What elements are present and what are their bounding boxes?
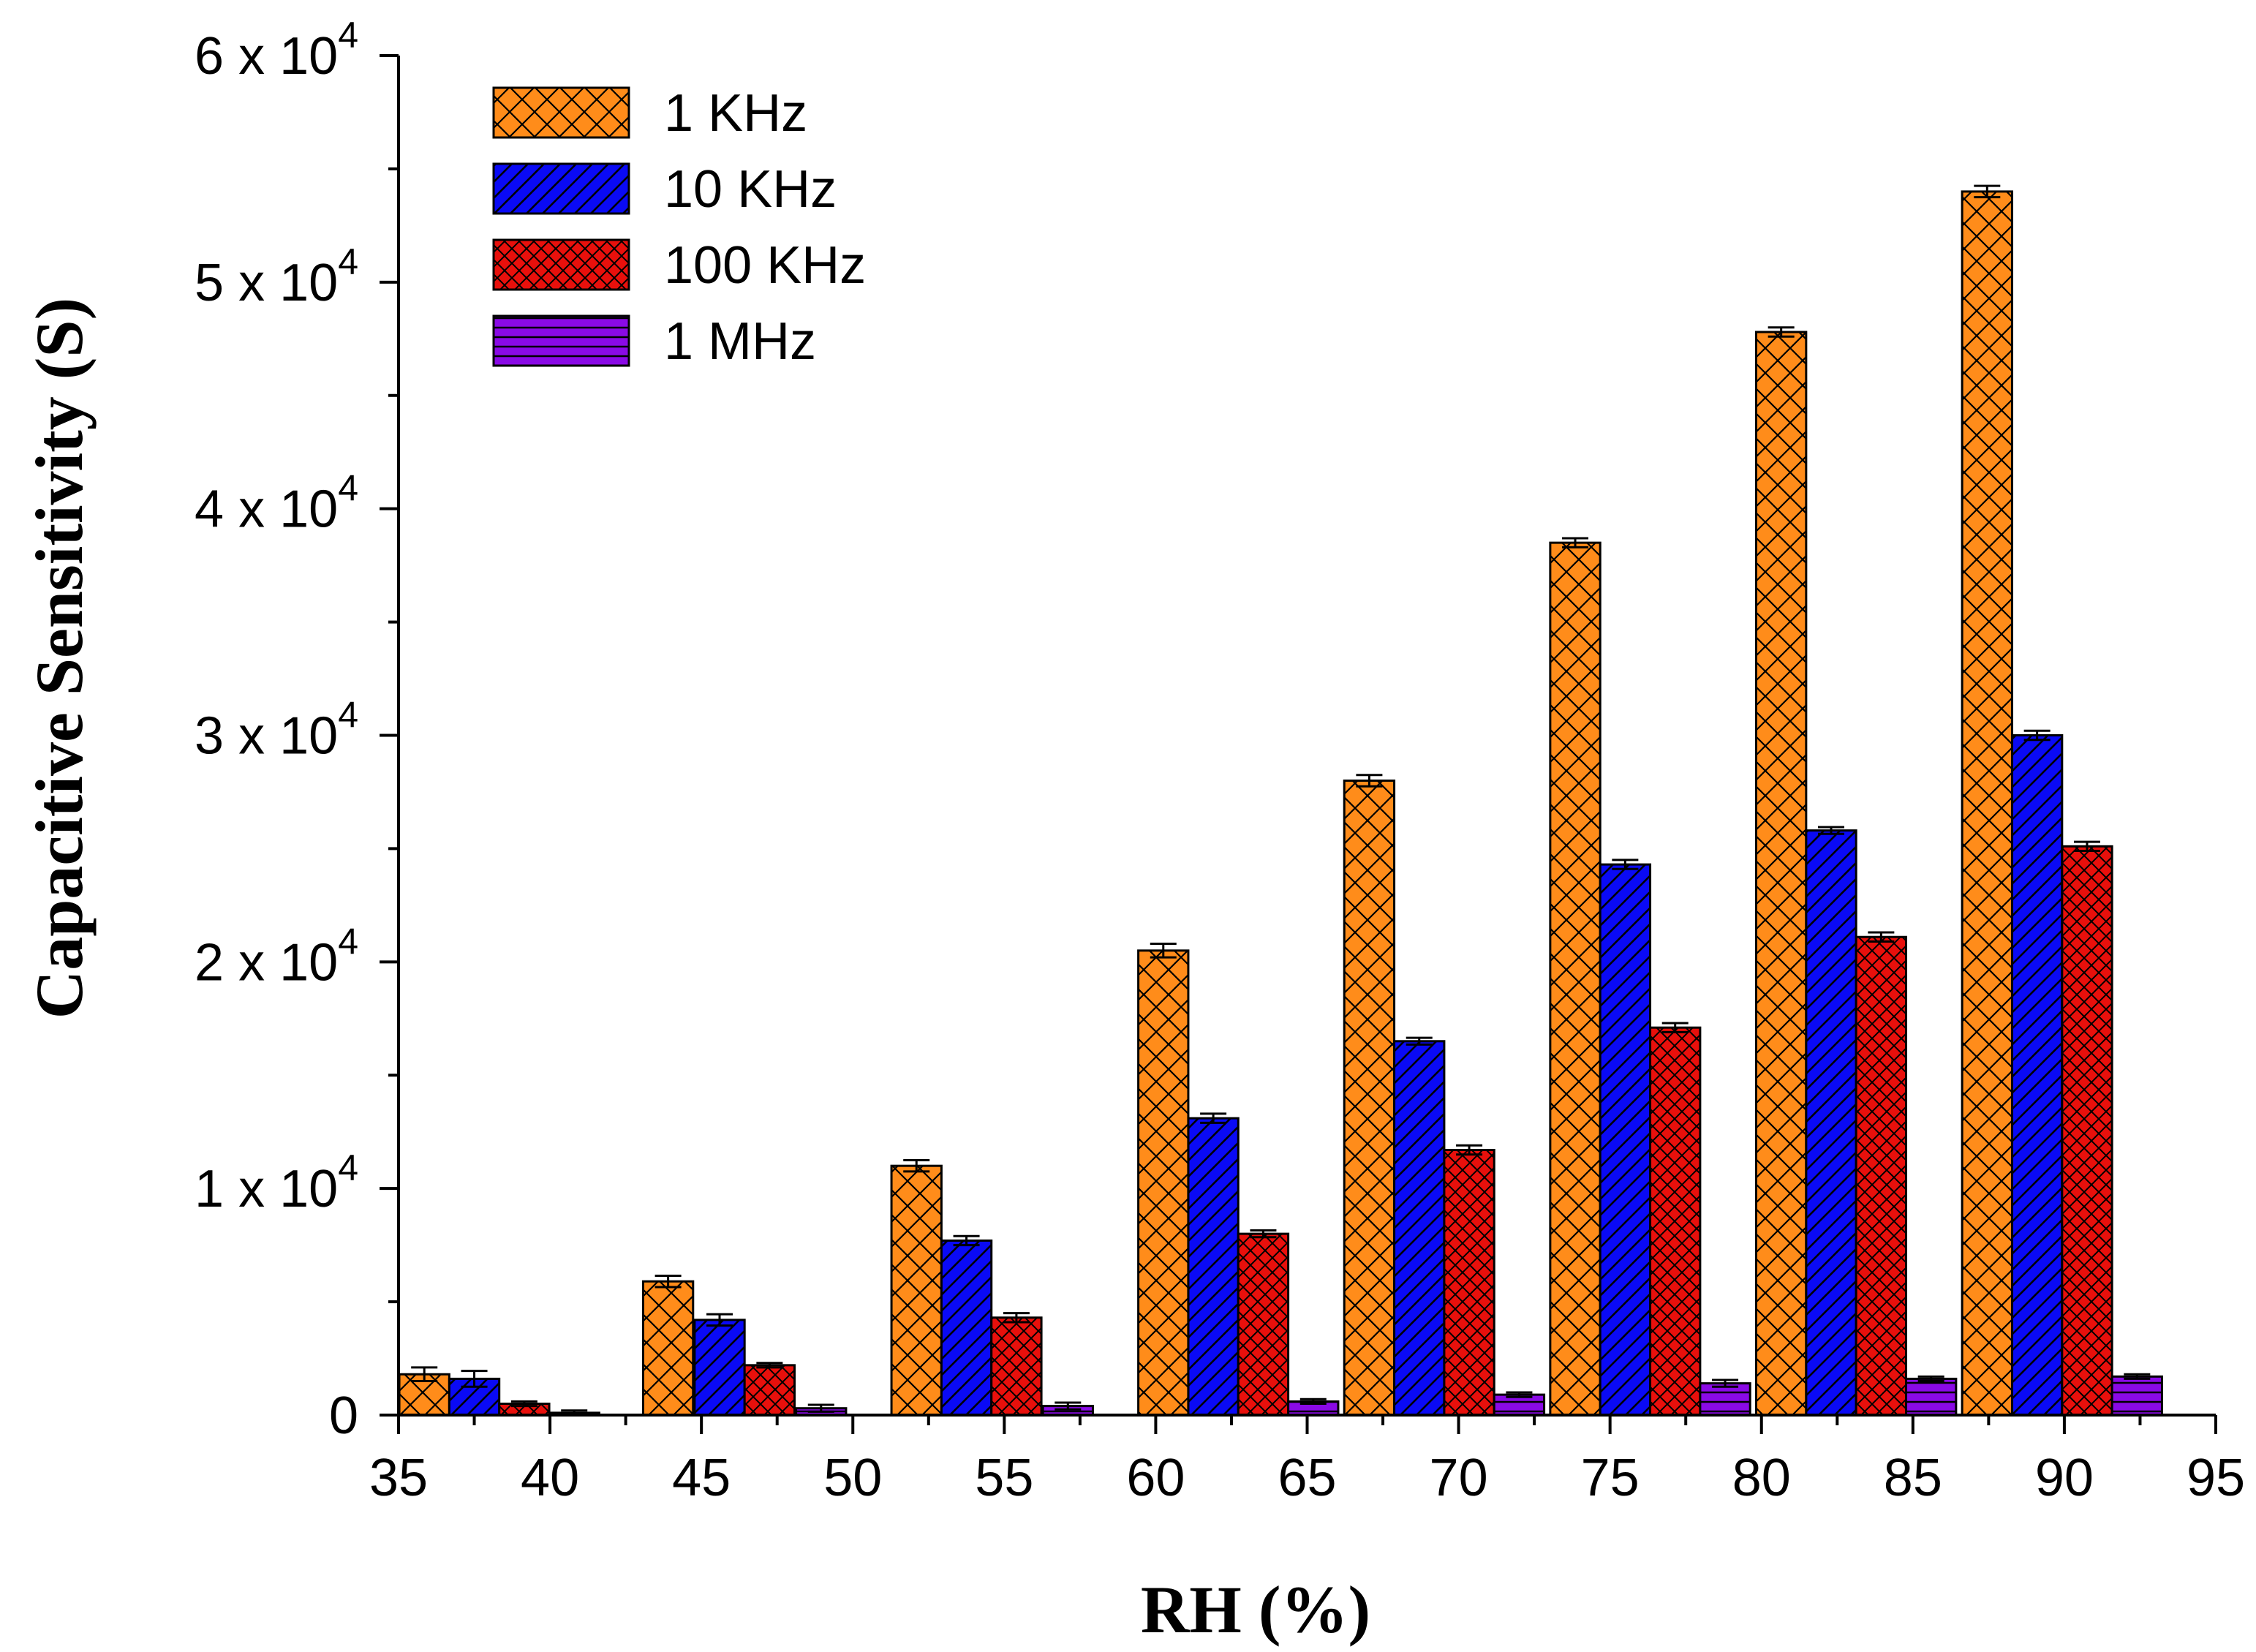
- bar: [1393, 1040, 1446, 1417]
- x-tick-label: 40: [521, 1449, 579, 1507]
- legend-swatch: [492, 314, 630, 367]
- legend-item: 10 KHz: [492, 160, 837, 219]
- bar: [1649, 1026, 1702, 1417]
- x-tick-label: 70: [1430, 1449, 1488, 1507]
- legend-item: 1 KHz: [492, 84, 807, 143]
- x-tick-label: 80: [1732, 1449, 1791, 1507]
- bar: [1599, 863, 1652, 1417]
- plot-bars: [398, 184, 2163, 1417]
- bar: [1755, 331, 1808, 1417]
- bar: [1855, 935, 1908, 1417]
- x-tick-label: 75: [1581, 1449, 1640, 1507]
- series-1-khz: [398, 184, 2013, 1417]
- y-tick-label: 5 x 104: [195, 241, 358, 312]
- legend-label: 1 KHz: [664, 84, 807, 143]
- legend-swatch: [492, 86, 630, 139]
- x-tick-label: 85: [1884, 1449, 1942, 1507]
- bar: [1699, 1382, 1751, 1417]
- bar: [693, 1319, 746, 1417]
- bar: [2061, 845, 2113, 1417]
- y-axis-title: Capacitive Sensitivity (S): [22, 298, 97, 1019]
- bar: [940, 1239, 993, 1417]
- bar: [641, 1280, 695, 1417]
- legend-label: 10 KHz: [664, 160, 837, 219]
- bar: [1805, 829, 1857, 1417]
- legend-item: 1 MHz: [492, 312, 816, 371]
- x-tick-label: 60: [1126, 1449, 1185, 1507]
- bar: [1961, 190, 2013, 1417]
- x-tick-label: 45: [672, 1449, 731, 1507]
- bar: [1549, 541, 1602, 1417]
- x-tick-label: 50: [823, 1449, 882, 1507]
- x-tick-label: 95: [2187, 1449, 2245, 1507]
- legend-label: 1 MHz: [664, 312, 816, 371]
- legend-swatch: [492, 238, 630, 291]
- bar: [890, 1164, 943, 1417]
- bar: [743, 1364, 796, 1417]
- series-100-khz: [498, 840, 2113, 1417]
- bar: [2110, 1375, 2163, 1417]
- y-tick-label: 4 x 104: [195, 468, 358, 539]
- x-tick-label: 90: [2035, 1449, 2094, 1507]
- y-tick-label: 6 x 104: [195, 15, 358, 86]
- bar: [1343, 779, 1396, 1417]
- bar: [1187, 1117, 1240, 1417]
- plot-axes: 35 40 45 50 55 60 65 70 75 80 85 90 95 0 1 x 104 2 x 10…: [195, 15, 2245, 1507]
- x-tick-label: 55: [975, 1449, 1033, 1507]
- bar: [2010, 734, 2064, 1417]
- y-tick-label: 2 x 104: [195, 921, 358, 992]
- bar: [1493, 1393, 1546, 1417]
- legend-label: 100 KHz: [664, 236, 866, 295]
- x-tick-label: 35: [369, 1449, 428, 1507]
- x-axis-title: RH (%): [1141, 1572, 1370, 1647]
- y-tick-label: 3 x 104: [195, 695, 358, 766]
- x-tick-label: 65: [1278, 1449, 1336, 1507]
- bar: [1905, 1377, 1958, 1417]
- bar: [1443, 1148, 1495, 1417]
- bar: [1237, 1232, 1290, 1417]
- legend-item: 100 KHz: [492, 236, 866, 295]
- legend: 1 KHz 10 KHz 100 KHz 1 MHz: [492, 84, 866, 371]
- bar: [990, 1316, 1043, 1417]
- series-10-khz: [448, 729, 2064, 1417]
- y-tick-label: 1 x 104: [195, 1147, 358, 1218]
- y-tick-label: 0: [329, 1387, 358, 1445]
- legend-swatch: [492, 162, 630, 215]
- bar: [1137, 949, 1190, 1417]
